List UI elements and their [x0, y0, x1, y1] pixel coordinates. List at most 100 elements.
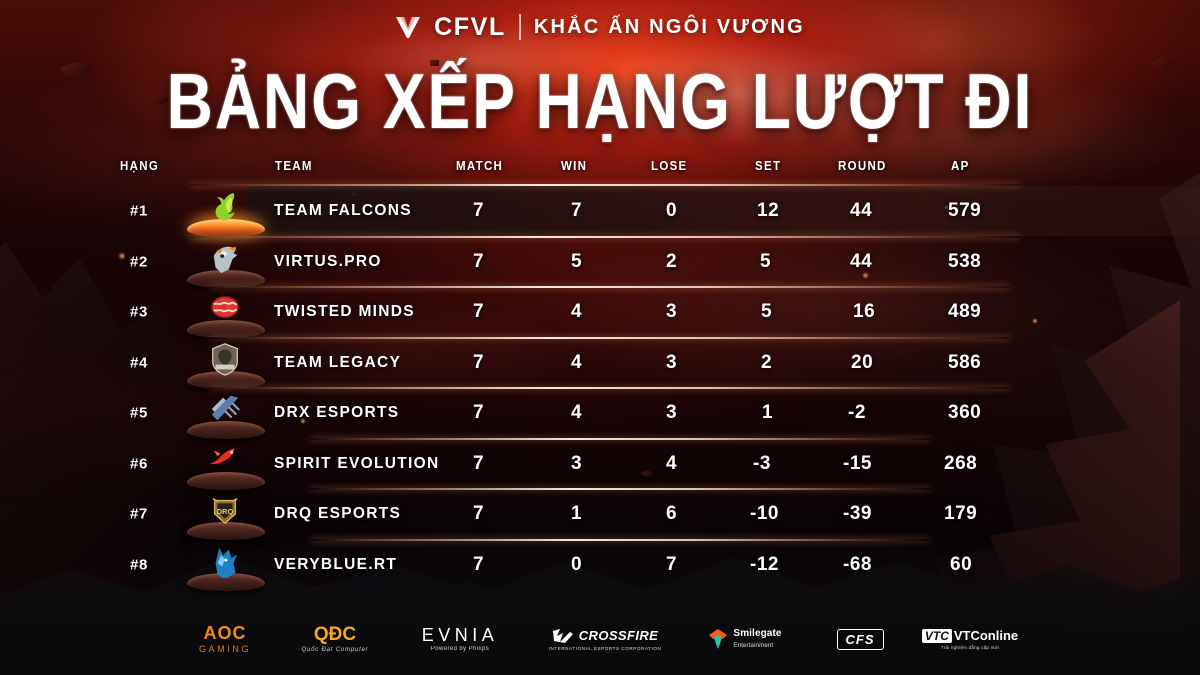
sponsor-tagline: Powered by Philips — [430, 646, 490, 653]
team-logo-badge: DRQ — [175, 488, 275, 541]
header-divider — [518, 14, 521, 40]
match-value: 7 — [473, 452, 485, 474]
row-divider — [310, 488, 930, 490]
round-value: 20 — [851, 351, 874, 373]
round-value: -15 — [843, 452, 872, 474]
team-name: DRX ESPORTS — [274, 404, 400, 422]
veryblue-wolf-icon — [206, 544, 244, 578]
pedestal — [187, 572, 265, 591]
qdc-logo: QĐC — [313, 624, 357, 646]
team-logo-badge — [175, 286, 275, 339]
sponsor-vtc-online: VTC VTConline Trải nghiệm đẳng cấp mới — [910, 627, 1030, 650]
twistedminds-brain-icon — [206, 291, 244, 325]
set-value: 2 — [761, 351, 773, 373]
svg-text:DRQ: DRQ — [217, 507, 234, 516]
sponsor-cfs: CFS — [810, 628, 910, 650]
lose-value: 7 — [666, 553, 678, 575]
team-name: TEAM FALCONS — [274, 202, 412, 220]
team-logo-badge — [175, 236, 275, 288]
evnia-logo: EVNIA — [421, 624, 499, 645]
rank-value: #6 — [130, 455, 148, 473]
ap-value: 489 — [948, 301, 982, 323]
rank-value: #8 — [130, 556, 148, 574]
table-row[interactable]: #2 VIRTUS.PRO 7 5 2 5 44 538 — [0, 235, 1200, 288]
lose-value: 4 — [666, 452, 678, 474]
team-logo-badge — [175, 387, 275, 440]
cfvl-chevron-logo — [396, 17, 421, 38]
table-header-row: HẠNG TEAM MATCH WIN LOSE SET ROUND AP — [0, 160, 1200, 186]
vtc-online-logo: VTConline — [953, 627, 1019, 643]
rank-value: #3 — [130, 303, 148, 321]
round-value: -2 — [848, 402, 866, 424]
sponsor-crossfire: CROSSFIRE INTERNATIONAL ESPORTS CORPORAT… — [530, 628, 680, 651]
debris-shard — [60, 62, 94, 78]
round-value: -68 — [843, 553, 872, 575]
win-value: 1 — [571, 503, 583, 525]
win-value: 5 — [571, 250, 583, 272]
win-value: 7 — [571, 200, 583, 222]
rank-value: #4 — [130, 354, 148, 372]
table-row[interactable]: #7 DRQ DRQ ESPORTS 7 1 6 -10 -39 179 — [0, 488, 1200, 541]
pedestal — [187, 370, 265, 389]
row-divider — [310, 538, 930, 541]
drq-shield-icon: DRQ — [206, 493, 244, 527]
table-row[interactable]: #3 TWISTED MINDS 7 4 3 5 16 489 — [0, 286, 1200, 339]
rank-value: #1 — [130, 202, 148, 220]
smilegate-logo: Smilegate — [733, 628, 782, 640]
table-row[interactable]: #5 DRX ESPORTS 7 4 3 1 -2 360 — [0, 387, 1200, 440]
match-value: 7 — [473, 301, 485, 323]
row-divider — [210, 336, 1010, 339]
match-value: 7 — [473, 351, 485, 373]
pedestal — [187, 522, 265, 541]
vtc-mark-icon: VTC — [921, 628, 952, 643]
table-row[interactable]: #4 TEAM LEGACY 7 4 3 2 20 586 — [0, 336, 1200, 389]
set-value: -10 — [750, 503, 779, 525]
set-value: -3 — [753, 452, 771, 474]
event-slogan: KHẮC ẤN NGÔI VƯƠNG — [533, 15, 805, 38]
team-logo-badge — [175, 337, 275, 389]
brand-name: CFVL — [434, 12, 506, 41]
team-name: SPIRIT EVOLUTION — [274, 454, 440, 472]
team-name: VIRTUS.PRO — [274, 252, 382, 270]
team-logo-badge — [175, 438, 275, 490]
rank-value: #2 — [130, 253, 148, 271]
lose-value: 3 — [666, 351, 678, 373]
rank-value: #5 — [130, 404, 148, 422]
set-value: 1 — [762, 402, 774, 424]
sponsor-aoc: AOC GAMING — [170, 622, 280, 655]
sponsor-qdc: QĐC Quốc Đạt Computer — [280, 625, 390, 653]
round-value: -39 — [843, 503, 872, 525]
event-header: CFVL KHẮC ẤN NGÔI VƯƠNG — [0, 14, 1200, 40]
column-header-match: MATCH — [456, 160, 504, 174]
table-row[interactable]: #6 SPIRIT EVOLUTION 7 3 4 -3 -15 268 — [0, 437, 1200, 490]
pedestal — [187, 269, 265, 288]
sponsor-tagline: GAMING — [198, 644, 252, 655]
virtuspro-bear-icon — [206, 241, 244, 275]
falcons-phoenix-icon — [206, 190, 244, 224]
table-row[interactable]: #8 VERYBLUE.RT 7 0 7 -12 -68 60 — [0, 538, 1200, 591]
column-header-lose: LOSE — [651, 160, 688, 174]
team-name: DRQ ESPORTS — [274, 505, 402, 523]
row-divider — [210, 387, 1010, 389]
row-divider — [190, 235, 1020, 238]
ap-value: 586 — [948, 351, 982, 373]
team-logo-badge — [175, 185, 275, 242]
column-header-round: ROUND — [838, 160, 887, 174]
debris-shard — [150, 95, 170, 105]
rank-value: #7 — [130, 505, 148, 523]
win-value: 4 — [571, 301, 583, 323]
match-value: 7 — [473, 200, 485, 222]
pedestal — [187, 471, 265, 490]
table-row[interactable]: #1 TEAM FALCONS 7 7 0 12 44 579 — [0, 184, 1200, 242]
round-value: 44 — [850, 250, 873, 272]
sponsor-tagline: Trải nghiệm đẳng cấp mới — [940, 644, 1000, 650]
match-value: 7 — [473, 553, 485, 575]
set-value: 12 — [757, 200, 780, 222]
aoc-logo: AOC — [203, 622, 247, 643]
round-value: 16 — [853, 301, 876, 323]
column-header-win: WIN — [561, 160, 588, 174]
column-header-rank: HẠNG — [120, 160, 160, 174]
cfs-logo: CFS — [836, 628, 884, 650]
lose-value: 0 — [666, 200, 678, 222]
